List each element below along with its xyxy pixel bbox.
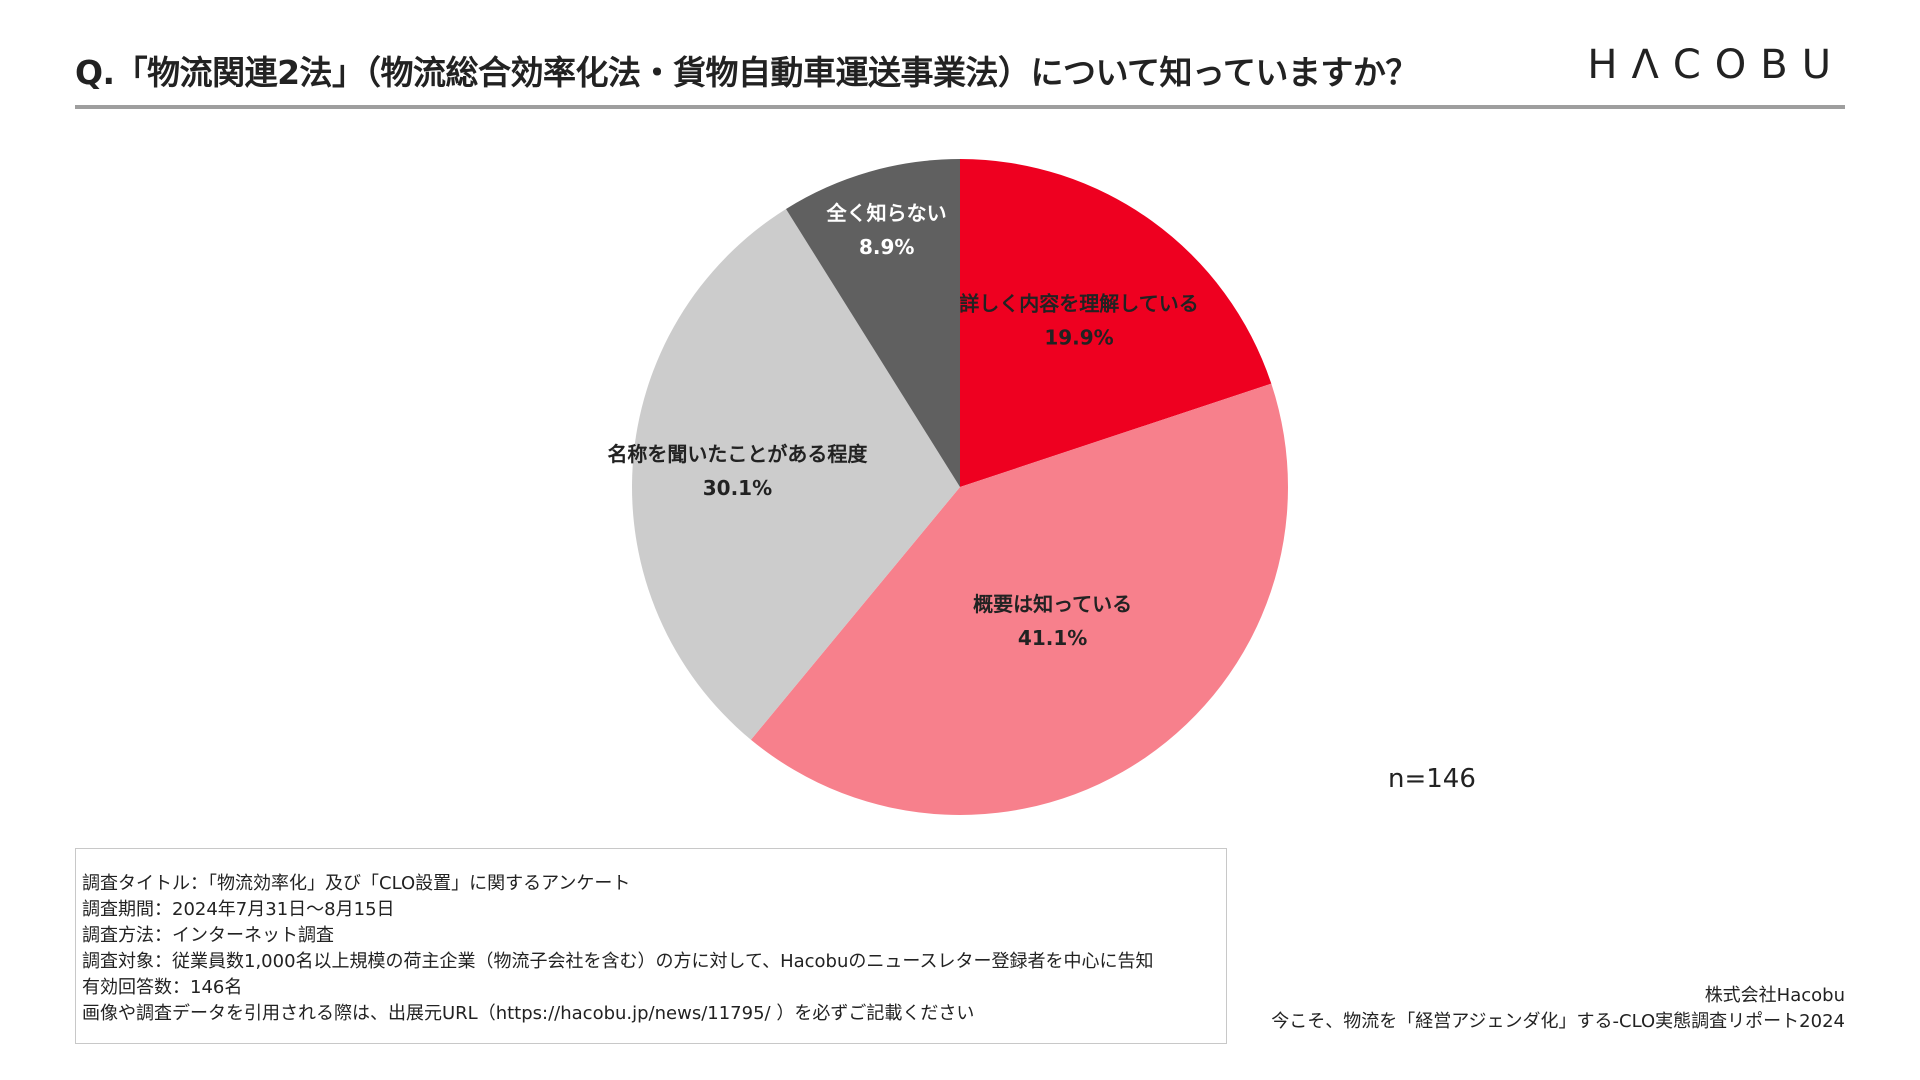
slice-category-label: 概要は知っている: [973, 592, 1132, 616]
header: Q.「物流関連2法」（物流総合効率化法・貨物自動車運送事業法）について知っていま…: [75, 30, 1845, 110]
pie-slice: [960, 159, 1272, 487]
survey-target-line: 調査対象：従業員数1,000名以上規模の荷主企業（物流子会社を含む）の方に対して…: [82, 951, 1154, 972]
sample-size-label: n=146: [1388, 764, 1476, 794]
survey-responses-line: 有効回答数：146名: [82, 977, 243, 998]
slice-value-label: 41.1%: [1018, 626, 1087, 650]
pie-slice: [750, 383, 1288, 815]
slice-category-label: 全く知らない: [826, 201, 947, 225]
slice-value-label: 30.1%: [703, 476, 772, 500]
slice-value-label: 19.9%: [1044, 326, 1113, 350]
pie-slice: [632, 208, 960, 740]
survey-info-box: 調査タイトル：「物流効率化」及び「CLO設置」に関するアンケート 調査期間：20…: [75, 848, 1227, 1044]
page-title: Q.「物流関連2法」（物流総合効率化法・貨物自動車運送事業法）について知っていま…: [75, 53, 1418, 92]
survey-period-line: 調査期間：2024年7月31日〜8月15日: [82, 899, 395, 920]
slice-category-label: 詳しく内容を理解している: [959, 292, 1198, 316]
pie-chart: 詳しく内容を理解している 19.9% 概要は知っている 41.1% 名称を聞いたことがあ…: [600, 150, 1320, 830]
pie-slice: [785, 159, 960, 487]
header-divider: [75, 105, 1845, 109]
slice-value-label: 8.9%: [859, 235, 914, 259]
survey-citation-line: 画像や調査データを引用される際は、出展元URL（https://hacobu.j…: [82, 1003, 975, 1024]
source-company: 株式会社Hacobu: [1704, 985, 1845, 1006]
survey-method-line: 調査方法：インターネット調査: [82, 925, 334, 946]
hacobu-logo: HΛCOBU: [1587, 42, 1845, 88]
source-credit: 株式会社Hacobu 今こそ、物流を「経営アジェンダ化」する-CLO実態調査リポ…: [1271, 983, 1845, 1035]
source-report: 今こそ、物流を「経営アジェンダ化」する-CLO実態調査リポート2024: [1271, 1011, 1845, 1032]
slice-category-label: 名称を聞いたことがある程度: [607, 442, 868, 466]
survey-title-line: 調査タイトル：「物流効率化」及び「CLO設置」に関するアンケート: [82, 873, 631, 894]
